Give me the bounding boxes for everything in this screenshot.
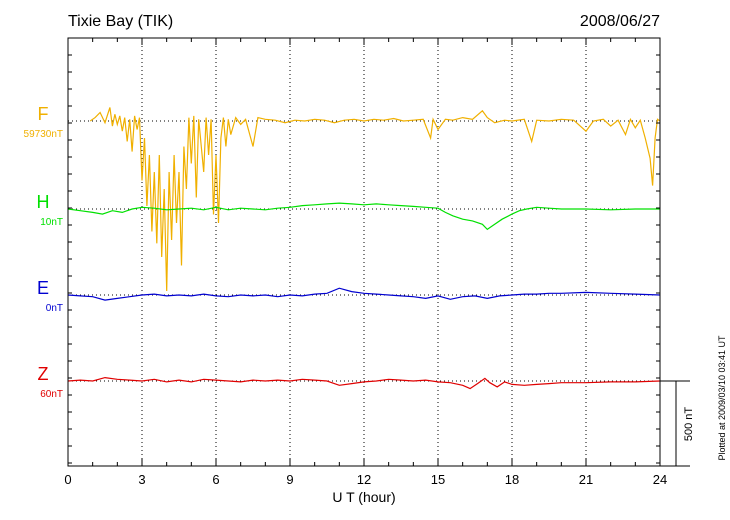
- series-baseline-F: 59730nT: [24, 129, 63, 140]
- series-labels: F 59730nT H 10nT E 0nT Z 60nT: [24, 104, 63, 400]
- chart-date: 2008/06/27: [580, 13, 660, 30]
- x-axis-label: U T (hour): [332, 489, 395, 505]
- chart-title: Tixie Bay (TIK): [68, 13, 173, 30]
- series-baseline-Z: 60nT: [40, 389, 63, 400]
- x-tick-labels: 0 3 6 9 12 15 18 21 24: [64, 472, 667, 487]
- series-line-F: [89, 107, 661, 292]
- plotted-note: Plotted at 2009/03/10 03:41 UT: [717, 335, 727, 461]
- x-tick-label-15: 15: [431, 472, 445, 487]
- series-name-F: F: [38, 104, 49, 124]
- series-name-E: E: [37, 278, 49, 298]
- series-baseline-H: 10nT: [40, 217, 63, 228]
- series-layer: [67, 107, 661, 390]
- x-tick-label-21: 21: [579, 472, 593, 487]
- grid-lines: [68, 38, 660, 466]
- x-tick-label-6: 6: [212, 472, 219, 487]
- series-line-E: [67, 287, 661, 301]
- axis-ticks: [67, 38, 661, 466]
- x-tick-label-0: 0: [64, 472, 71, 487]
- x-tick-label-9: 9: [286, 472, 293, 487]
- x-tick-label-3: 3: [138, 472, 145, 487]
- series-line-Z: [67, 376, 661, 390]
- x-tick-label-12: 12: [357, 472, 371, 487]
- x-tick-label-18: 18: [505, 472, 519, 487]
- series-name-H: H: [37, 192, 50, 212]
- scale-bar: 500 nT: [660, 380, 695, 467]
- series-name-Z: Z: [38, 364, 49, 384]
- series-line-H: [67, 202, 660, 231]
- x-tick-label-24: 24: [653, 472, 667, 487]
- scale-bar-label: 500 nT: [683, 407, 695, 442]
- series-baseline-E: 0nT: [46, 303, 63, 314]
